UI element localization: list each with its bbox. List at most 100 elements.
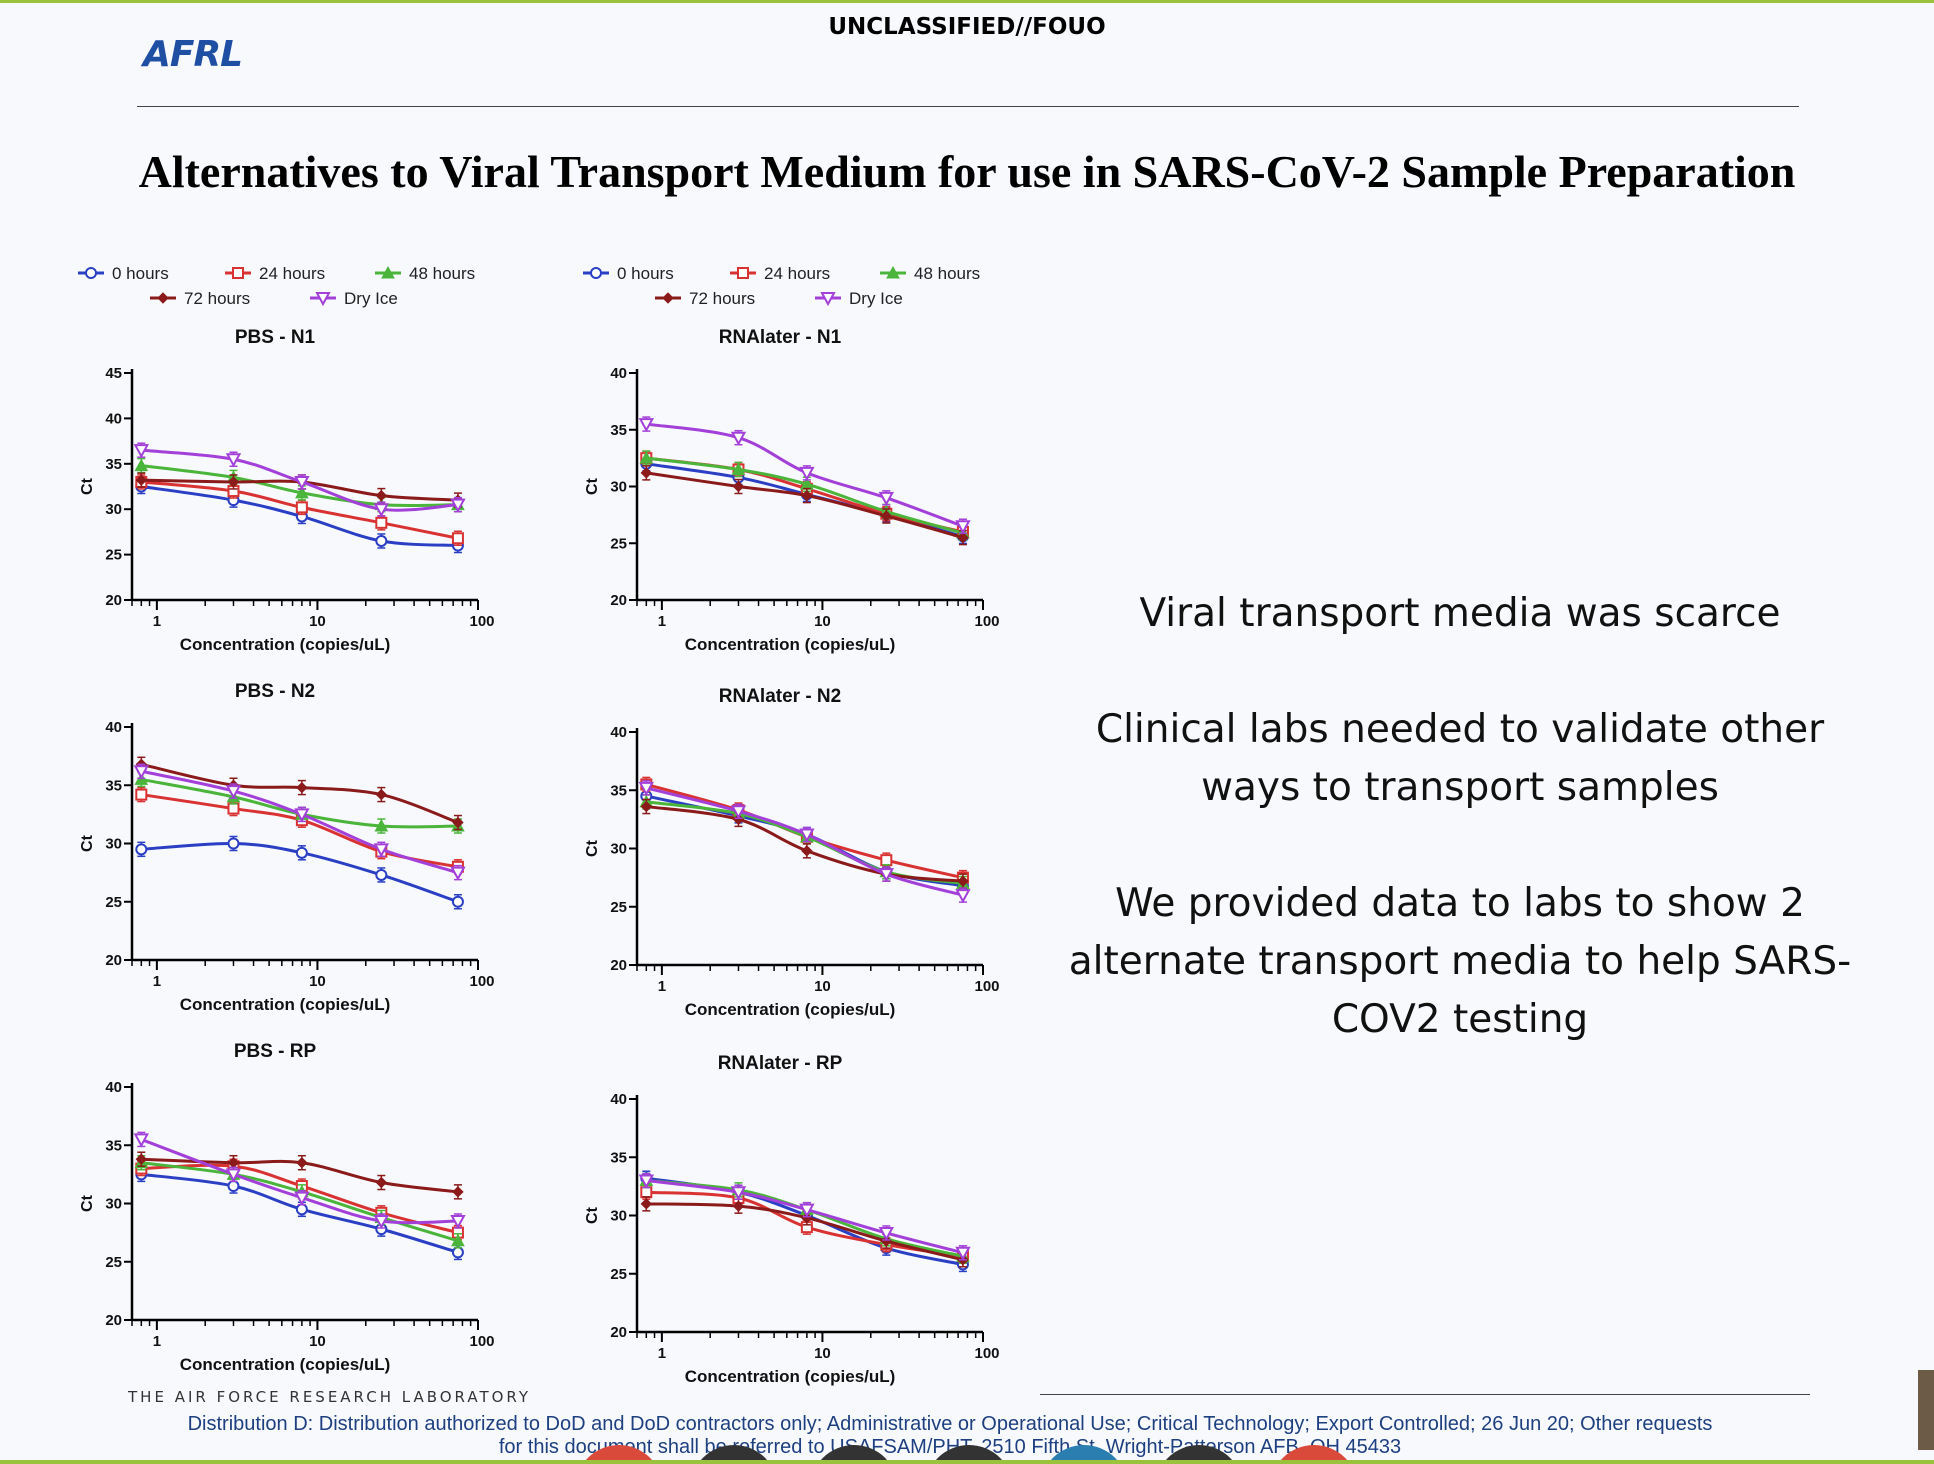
y-tick-label: 40: [610, 365, 627, 382]
data-point: [225, 785, 242, 800]
chart-rnalater-n1: 0 hours 24 hours 48 hours 72 hours Dry Ice RN…: [583, 264, 1000, 654]
chart-pbs-n1: 0 hours 24 hours 48 hours 72 hours Dry Ice PB…: [78, 264, 495, 654]
series-72-hours: [640, 798, 969, 889]
y-tick-label: 25: [105, 894, 122, 911]
data-point: [801, 845, 813, 857]
legend-label: 72 hours: [689, 289, 755, 308]
data-point: [373, 843, 390, 858]
x-axis-label: Concentration (copies/uL): [180, 635, 391, 654]
x-tick-label: 100: [469, 1333, 494, 1350]
chart-title: RNAlater - N1: [719, 327, 842, 348]
legend-marker: [157, 292, 169, 304]
y-tick-label: 35: [105, 456, 122, 473]
classification-banner: UNCLASSIFIED//FOUO: [828, 14, 1106, 40]
x-tick-label: 100: [469, 613, 494, 630]
data-point: [452, 816, 464, 829]
y-tick-label: 20: [610, 957, 627, 974]
x-tick-label: 1: [153, 613, 161, 630]
presenter-toolbar-strip: [0, 1445, 1934, 1464]
y-tick-label: 35: [610, 782, 627, 799]
x-tick-label: 1: [658, 978, 666, 995]
data-point: [375, 516, 388, 529]
series-0-hours: [135, 835, 464, 910]
legend-label: 72 hours: [184, 289, 250, 308]
series-dry-ice: [133, 763, 466, 881]
legend-marker: [590, 267, 602, 279]
data-point: [296, 781, 308, 794]
data-point: [294, 1191, 310, 1206]
data-point: [450, 1214, 466, 1230]
legend-marker: [886, 265, 900, 279]
x-axis-label: Concentration (copies/uL): [685, 1367, 896, 1386]
legend-label: 48 hours: [914, 264, 980, 283]
chart-pbs-n2: PBS - N2 20 25 30 35 40 1 10 100 Concentration (c…: [79, 681, 495, 1014]
data-point: [730, 805, 747, 820]
bullet-2: Clinical labs needed to validate other w…: [1095, 707, 1825, 810]
y-tick-label: 30: [610, 841, 627, 858]
chart-axes: 20 25 30 35 40 1 10 100: [610, 724, 999, 995]
y-tick-label: 35: [105, 777, 122, 794]
series-dry-ice: [133, 1131, 466, 1230]
x-tick-label: 100: [469, 973, 494, 990]
y-tick-label: 40: [105, 719, 122, 736]
data-point: [955, 1246, 971, 1261]
data-point: [227, 837, 240, 850]
legend-label: 24 hours: [259, 264, 325, 283]
y-tick-label: 20: [105, 952, 122, 969]
series-72-hours: [640, 465, 969, 546]
x-tick-label: 1: [658, 613, 666, 630]
data-point: [799, 828, 815, 843]
legend-marker: [85, 267, 97, 279]
x-tick-label: 1: [658, 1345, 666, 1362]
y-axis-label: Ct: [79, 1194, 96, 1212]
data-point: [799, 466, 815, 481]
legend-label: 24 hours: [764, 264, 830, 283]
data-point: [225, 1168, 242, 1183]
y-axis-label: Ct: [584, 1206, 601, 1224]
chart-panel-pbs-n1: 0 hours 24 hours 48 hours 72 hours Dry Ice PB…: [70, 255, 510, 660]
data-point: [730, 431, 747, 446]
data-point: [957, 875, 969, 887]
data-point: [373, 1214, 390, 1230]
data-point: [227, 802, 240, 815]
data-point: [374, 818, 389, 832]
x-tick-label: 100: [974, 978, 999, 995]
chart-pbs-rp: PBS - RP 20 25 30 35 40 1 10 100 Concentration (c…: [79, 1041, 495, 1374]
data-point: [957, 531, 969, 544]
chart-title: PBS - RP: [234, 1041, 317, 1062]
data-point: [639, 451, 654, 464]
slide-title: Alternatives to Viral Transport Medium f…: [138, 146, 1796, 197]
data-point: [878, 491, 895, 506]
x-tick-label: 10: [814, 613, 831, 630]
chart-axes: 20 25 30 35 40 1 10 100: [105, 719, 494, 990]
data-point: [732, 1200, 745, 1212]
x-tick-label: 1: [153, 973, 161, 990]
data-point: [135, 474, 148, 486]
legend-marker: [820, 292, 836, 307]
lab-name: THE AIR FORCE RESEARCH LABORATORY: [128, 1388, 532, 1406]
data-point: [451, 1233, 465, 1247]
data-point: [295, 846, 308, 859]
data-point: [878, 1226, 895, 1242]
chart-title: PBS - N1: [235, 327, 316, 348]
x-axis-label: Concentration (copies/uL): [180, 995, 391, 1014]
data-point: [135, 1153, 148, 1165]
bottom-accent-line: [0, 1460, 1934, 1464]
x-tick-label: 100: [974, 613, 999, 630]
x-tick-label: 100: [974, 1345, 999, 1362]
chart-legend: 0 hours 24 hours 48 hours 72 hours Dry Ice: [583, 264, 980, 308]
y-tick-label: 40: [610, 1091, 627, 1108]
data-point: [294, 475, 310, 491]
data-point: [135, 788, 148, 801]
data-point: [133, 765, 149, 780]
chart-rnalater-rp: RNAlater - RP 20 25 30 35 40 1 10 100 Concentrati…: [584, 1053, 1000, 1386]
y-tick-label: 25: [105, 1254, 122, 1271]
chart-title: RNAlater - N2: [719, 686, 841, 707]
data-point: [375, 1176, 388, 1189]
data-point: [295, 1203, 308, 1216]
legend-marker: [737, 267, 749, 279]
x-tick-label: 10: [309, 973, 326, 990]
afrl-logo: AFRL: [143, 34, 243, 75]
y-tick-label: 45: [105, 365, 122, 382]
y-tick-label: 30: [610, 1208, 627, 1225]
